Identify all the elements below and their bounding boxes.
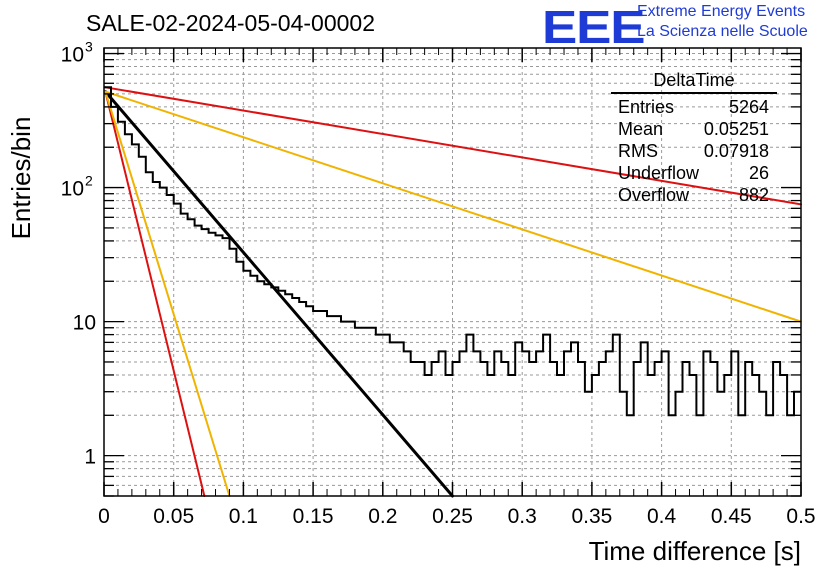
x-tick-label: 0 bbox=[98, 505, 110, 528]
x-tick-label: 0.3 bbox=[508, 505, 537, 528]
fit-curve-fit_yellow_steep bbox=[104, 90, 231, 497]
x-tick-label: 0.2 bbox=[368, 505, 397, 528]
stats-row-mean: Mean 0.05251 bbox=[611, 118, 777, 140]
fit-curve-fit_red_shallow bbox=[104, 86, 802, 206]
y-tick-label: 10 bbox=[73, 312, 96, 335]
stats-value: 5264 bbox=[728, 97, 769, 117]
x-tick-label: 0.1 bbox=[229, 505, 258, 528]
eee-logo: EEE bbox=[542, 1, 646, 53]
stats-box: DeltaTime Entries 5264 Mean 0.05251 RMS … bbox=[611, 70, 777, 206]
stats-row-rms: RMS 0.07918 bbox=[611, 140, 777, 162]
stats-value: 0.05251 bbox=[703, 119, 769, 139]
chart-title: SALE-02-2024-05-04-00002 bbox=[86, 10, 375, 36]
stats-row-overflow: Overflow 882 bbox=[611, 184, 777, 206]
stats-label: RMS bbox=[618, 141, 658, 161]
x-tick-label: 0.45 bbox=[711, 505, 752, 528]
y-axis-label: Entries/bin bbox=[6, 117, 36, 240]
y-tick-label: 10 bbox=[61, 178, 84, 201]
y-tick-label-exponent: 2 bbox=[85, 173, 93, 189]
x-tick-label: 0.35 bbox=[571, 505, 612, 528]
stats-label: Overflow bbox=[618, 185, 690, 205]
stats-value: 882 bbox=[738, 185, 769, 205]
logo-subtitle-1: Extreme Energy Events bbox=[637, 3, 806, 20]
fit-curve-fit_yellow_shallow bbox=[104, 90, 802, 323]
chart-axes: 0 0.05 0.1 0.15 0.2 0.25 0.3 0.35 0.4 0.45 0.5 1 10 1… bbox=[61, 39, 816, 528]
stats-title: DeltaTime bbox=[611, 70, 777, 94]
y-tick-label: 1 bbox=[84, 446, 96, 469]
x-tick-label: 0.25 bbox=[432, 505, 473, 528]
fit-curve-fit_black bbox=[103, 90, 454, 498]
stats-value: 0.07918 bbox=[703, 141, 769, 161]
fit-curve-fit_red_steep bbox=[104, 90, 206, 497]
x-tick-label: 0.15 bbox=[293, 505, 334, 528]
stats-label: Mean bbox=[618, 119, 664, 139]
x-tick-label: 0.05 bbox=[153, 505, 194, 528]
stats-label: Entries bbox=[618, 97, 675, 117]
y-tick-label: 10 bbox=[61, 44, 84, 67]
x-tick-label: 0.5 bbox=[786, 505, 815, 528]
stats-row-entries: Entries 5264 bbox=[611, 96, 777, 118]
x-tick-label: 0.4 bbox=[647, 505, 677, 528]
x-axis-label: Time difference [s] bbox=[589, 536, 801, 566]
logo-subtitle-2: La Scienza nelle Scuole bbox=[637, 23, 808, 40]
chart-curves bbox=[103, 86, 802, 498]
stats-value: 26 bbox=[748, 163, 769, 183]
histogram-deltatime bbox=[104, 86, 801, 417]
stats-label: Underflow bbox=[618, 163, 700, 183]
stats-row-underflow: Underflow 26 bbox=[611, 162, 777, 184]
y-tick-label-exponent: 3 bbox=[85, 39, 93, 55]
